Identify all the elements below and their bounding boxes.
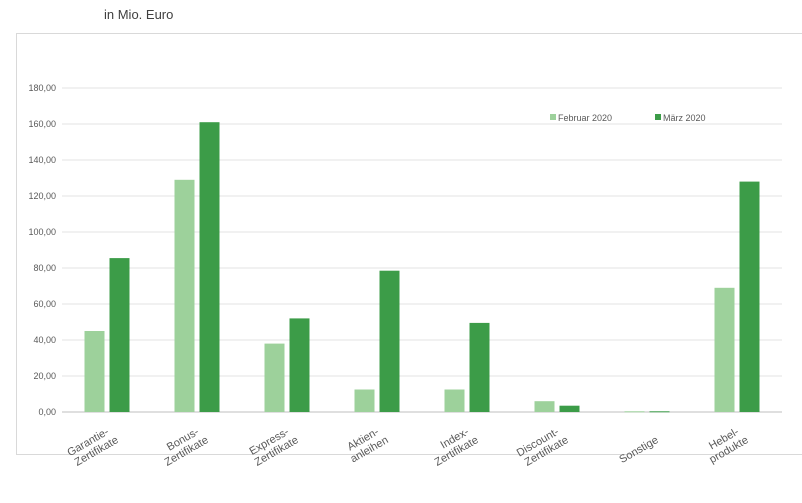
bar-februar-2020 <box>264 343 285 412</box>
bar-maerz-2020 <box>739 181 760 412</box>
bar-maerz-2020 <box>109 258 130 412</box>
y-tick-label: 20,00 <box>33 371 56 381</box>
bar-maerz-2020 <box>199 122 220 412</box>
bar-februar-2020 <box>444 389 465 412</box>
y-tick-label: 0,00 <box>38 407 56 417</box>
legend-label: März 2020 <box>663 113 706 123</box>
bar-maerz-2020 <box>289 318 310 412</box>
bar-februar-2020 <box>714 287 735 412</box>
bar-februar-2020 <box>624 411 645 413</box>
bar-maerz-2020 <box>379 270 400 412</box>
legend-swatch <box>655 114 661 120</box>
x-tick-label: Express-Zertifikate <box>247 424 301 469</box>
legend-label: Februar 2020 <box>558 113 612 123</box>
x-tick-label: Sonstige <box>617 434 660 466</box>
legend-swatch <box>550 114 556 120</box>
bar-maerz-2020 <box>469 322 490 412</box>
y-tick-label: 120,00 <box>28 191 56 201</box>
bar-februar-2020 <box>534 401 555 412</box>
chart-subtitle: in Mio. Euro <box>104 7 174 22</box>
y-tick-label: 40,00 <box>33 335 56 345</box>
bar-maerz-2020 <box>559 405 580 412</box>
y-tick-label: 100,00 <box>28 227 56 237</box>
chart-frame <box>16 33 802 455</box>
x-tick-label: Discount-Zertifikate <box>515 424 571 470</box>
x-tick-label: Garantie-Zertifikate <box>65 424 120 470</box>
y-tick-label: 180,00 <box>28 83 56 93</box>
bar-februar-2020 <box>354 389 375 412</box>
y-tick-label: 60,00 <box>33 299 56 309</box>
x-tick-label: Bonus-Zertifikate <box>157 424 211 469</box>
y-tick-label: 140,00 <box>28 155 56 165</box>
x-tick-label: Aktien-anleihen <box>342 424 390 466</box>
y-tick-label: 160,00 <box>28 119 56 129</box>
bar-februar-2020 <box>174 179 195 412</box>
x-tick-label: Hebel-produkte <box>701 424 750 466</box>
bar-maerz-2020 <box>649 411 670 413</box>
y-tick-label: 80,00 <box>33 263 56 273</box>
x-tick-label: Index-Zertifikate <box>427 424 481 469</box>
bar-februar-2020 <box>84 331 105 412</box>
